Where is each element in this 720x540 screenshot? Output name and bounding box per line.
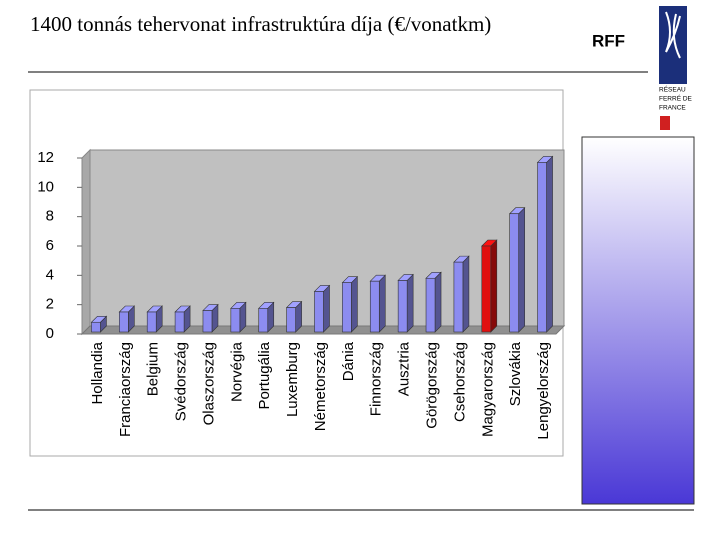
bar — [230, 308, 241, 333]
y-tick-label: 0 — [46, 325, 54, 342]
logo-lines — [665, 11, 681, 59]
bar-side — [490, 239, 498, 333]
bar-side — [406, 273, 414, 333]
bar — [146, 311, 157, 333]
bar — [481, 245, 492, 333]
bar — [453, 261, 464, 333]
x-tick-label: Magyarország — [479, 342, 496, 437]
x-tick-label: Norvégia — [228, 341, 245, 402]
bar — [537, 162, 547, 333]
y-tick-label: 2 — [46, 296, 54, 313]
logo-text: FERRÉ DE — [659, 94, 693, 103]
logo: RÉSEAU FERRÉ DE FRANCE — [659, 6, 693, 130]
bar — [425, 277, 436, 333]
x-tick-label: Olaszország — [200, 342, 217, 425]
x-tick-label: Luxemburg — [284, 342, 301, 417]
x-tick-label: Ausztria — [396, 341, 413, 396]
bar — [91, 321, 101, 333]
x-tick-label: Belgium — [145, 342, 162, 396]
bar-side — [351, 275, 358, 333]
bar — [314, 291, 324, 333]
bar-side — [434, 271, 442, 333]
x-tick-label: Svédország — [173, 342, 190, 421]
y-tick-label: 10 — [37, 178, 54, 195]
y-tick-label: 8 — [46, 208, 54, 225]
bar — [369, 280, 380, 333]
bar — [397, 280, 408, 333]
logo-block — [659, 6, 687, 84]
y-tick-label: 4 — [46, 266, 54, 283]
bar — [174, 311, 185, 333]
bar — [258, 308, 269, 333]
x-tick-label: Lengyelország — [535, 342, 552, 440]
x-tick-label: Csehország — [451, 342, 468, 422]
bar-side — [546, 155, 553, 333]
logo-text: FRANCE — [659, 105, 686, 112]
slide-title: 1400 tonnás tehervonat infrastruktúra dí… — [30, 12, 491, 36]
x-tick-label: Portugália — [256, 341, 273, 409]
x-tick-label: Hollandia — [89, 341, 106, 404]
x-tick-label: Dánia — [340, 341, 357, 381]
x-tick-label: Finnország — [368, 342, 385, 416]
x-tick-label: Szlovákia — [507, 341, 524, 406]
y-tick-label: 6 — [46, 237, 54, 254]
x-tick-label: Görögország — [423, 342, 440, 429]
bar — [286, 307, 296, 333]
bar-side — [462, 255, 470, 333]
bar — [342, 282, 352, 333]
bar — [202, 310, 213, 333]
bar — [119, 311, 129, 333]
brand: RFF — [592, 31, 625, 50]
logo-text: RÉSEAU — [659, 85, 686, 94]
y-tick-label: 12 — [37, 149, 54, 166]
x-tick-label: Németország — [312, 342, 329, 431]
side-wall — [81, 148, 91, 336]
bar-side — [518, 207, 525, 333]
bar — [509, 213, 519, 333]
logo-red — [660, 116, 670, 130]
side-panel — [581, 136, 695, 505]
bar-side — [323, 284, 330, 333]
plot: 0 2 4 6 8 10 12 Hollandia Franciaország Belgium Sv… — [37, 148, 566, 440]
bar-side — [378, 274, 386, 333]
x-tick-label: Franciaország — [117, 342, 134, 437]
